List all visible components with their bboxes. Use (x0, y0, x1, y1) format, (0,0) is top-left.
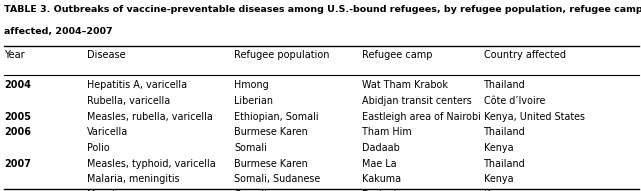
Text: Kenya: Kenya (484, 190, 513, 191)
Text: Abidjan transit centers: Abidjan transit centers (362, 96, 472, 106)
Text: Wat Tham Krabok: Wat Tham Krabok (362, 80, 448, 90)
Text: Measles, rubella, varicella: Measles, rubella, varicella (87, 112, 212, 121)
Text: Burmese Karen: Burmese Karen (234, 127, 308, 137)
Text: Liberian: Liberian (234, 96, 273, 106)
Text: Kenya, United States: Kenya, United States (484, 112, 585, 121)
Text: Hepatitis A, varicella: Hepatitis A, varicella (87, 80, 187, 90)
Text: Kenya: Kenya (484, 143, 513, 153)
Text: Kenya: Kenya (484, 174, 513, 184)
Text: Dadaab: Dadaab (362, 143, 400, 153)
Text: Somali: Somali (234, 190, 267, 191)
Text: Disease: Disease (87, 50, 125, 60)
Text: Hmong: Hmong (234, 80, 269, 90)
Text: affected, 2004–2007: affected, 2004–2007 (4, 27, 113, 36)
Text: Burmese Karen: Burmese Karen (234, 159, 308, 168)
Text: Country affected: Country affected (484, 50, 566, 60)
Text: 2006: 2006 (4, 127, 31, 137)
Text: Côte d’Ivoire: Côte d’Ivoire (484, 96, 545, 106)
Text: Eastleigh area of Nairobi: Eastleigh area of Nairobi (362, 112, 481, 121)
Text: Somali, Sudanese: Somali, Sudanese (234, 174, 320, 184)
Text: Mae La: Mae La (362, 159, 397, 168)
Text: Ethiopian, Somali: Ethiopian, Somali (234, 112, 319, 121)
Text: Measles: Measles (87, 190, 126, 191)
Text: 2005: 2005 (4, 112, 31, 121)
Text: Malaria, meningitis: Malaria, meningitis (87, 174, 179, 184)
Text: Thailand: Thailand (484, 159, 526, 168)
Text: 2004: 2004 (4, 80, 31, 90)
Text: Tham Him: Tham Him (362, 127, 412, 137)
Text: Kakuma: Kakuma (362, 174, 401, 184)
Text: Thailand: Thailand (484, 80, 526, 90)
Text: Dadaab: Dadaab (362, 190, 400, 191)
Text: Refugee camp: Refugee camp (362, 50, 433, 60)
Text: Somali: Somali (234, 143, 267, 153)
Text: Thailand: Thailand (484, 127, 526, 137)
Text: Refugee population: Refugee population (234, 50, 329, 60)
Text: TABLE 3. Outbreaks of vaccine-preventable diseases among U.S.-bound refugees, by: TABLE 3. Outbreaks of vaccine-preventabl… (4, 5, 641, 14)
Text: Polio: Polio (87, 143, 109, 153)
Text: Varicella: Varicella (87, 127, 128, 137)
Text: Rubella, varicella: Rubella, varicella (87, 96, 170, 106)
Text: Year: Year (4, 50, 25, 60)
Text: Measles, typhoid, varicella: Measles, typhoid, varicella (87, 159, 215, 168)
Text: 2007: 2007 (4, 159, 31, 168)
